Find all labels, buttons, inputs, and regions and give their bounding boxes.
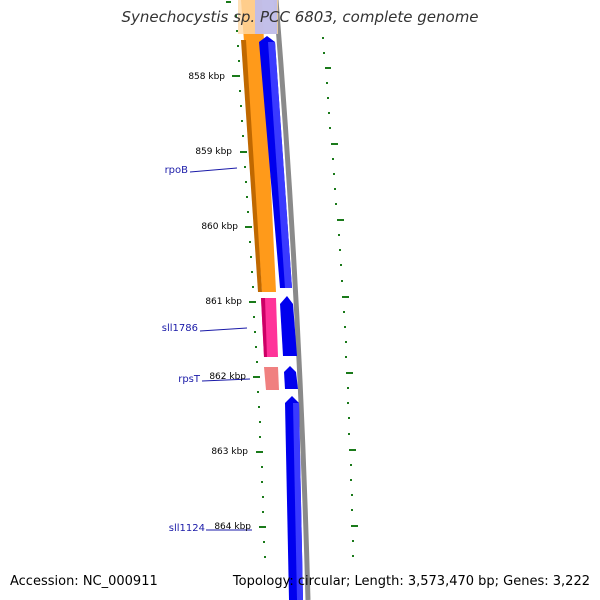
feature-orange: [241, 0, 276, 292]
feature-pink-shade: [261, 298, 267, 357]
feature-blue-3: [284, 366, 298, 389]
feature-blue-top: [255, 0, 277, 34]
gene-label-rpsT[interactable]: rpsT: [178, 374, 200, 385]
tick-column-right: [322, 37, 358, 557]
feature-blue-2: [280, 296, 297, 356]
map-title: Synechocystis sp. PCC 6803, complete gen…: [121, 8, 479, 26]
leader-rpsT: [201, 378, 251, 382]
tick-label-862: 862 kbp: [209, 372, 246, 382]
feature-blue-1-highlight: [268, 42, 292, 288]
backbone-ring: [273, 0, 311, 600]
tick-column-left: [226, 1, 266, 558]
feature-salmon: [264, 367, 279, 390]
genome-summary-text: Topology: circular; Length: 3,573,470 bp…: [232, 574, 590, 589]
gene-label-rpoB[interactable]: rpoB: [164, 165, 188, 176]
leader-rpoB: [189, 167, 238, 173]
tick-label-863: 863 kbp: [211, 447, 248, 457]
tick-label-858: 858 kbp: [188, 72, 225, 82]
tick-label-860: 860 kbp: [201, 222, 238, 232]
gene-label-sll1786[interactable]: sll1786: [161, 323, 198, 334]
tick-label-864: 864 kbp: [214, 522, 251, 532]
feature-blue-4-highlight: [293, 403, 303, 600]
tick-label-861: 861 kbp: [205, 297, 242, 307]
leader-sll1786: [199, 327, 248, 332]
tick-label-859: 859 kbp: [195, 147, 232, 157]
gene-label-sll1124[interactable]: sll1124: [168, 523, 205, 534]
accession-text: Accession: NC_000911: [10, 574, 158, 589]
feature-orange-shade: [241, 40, 262, 292]
